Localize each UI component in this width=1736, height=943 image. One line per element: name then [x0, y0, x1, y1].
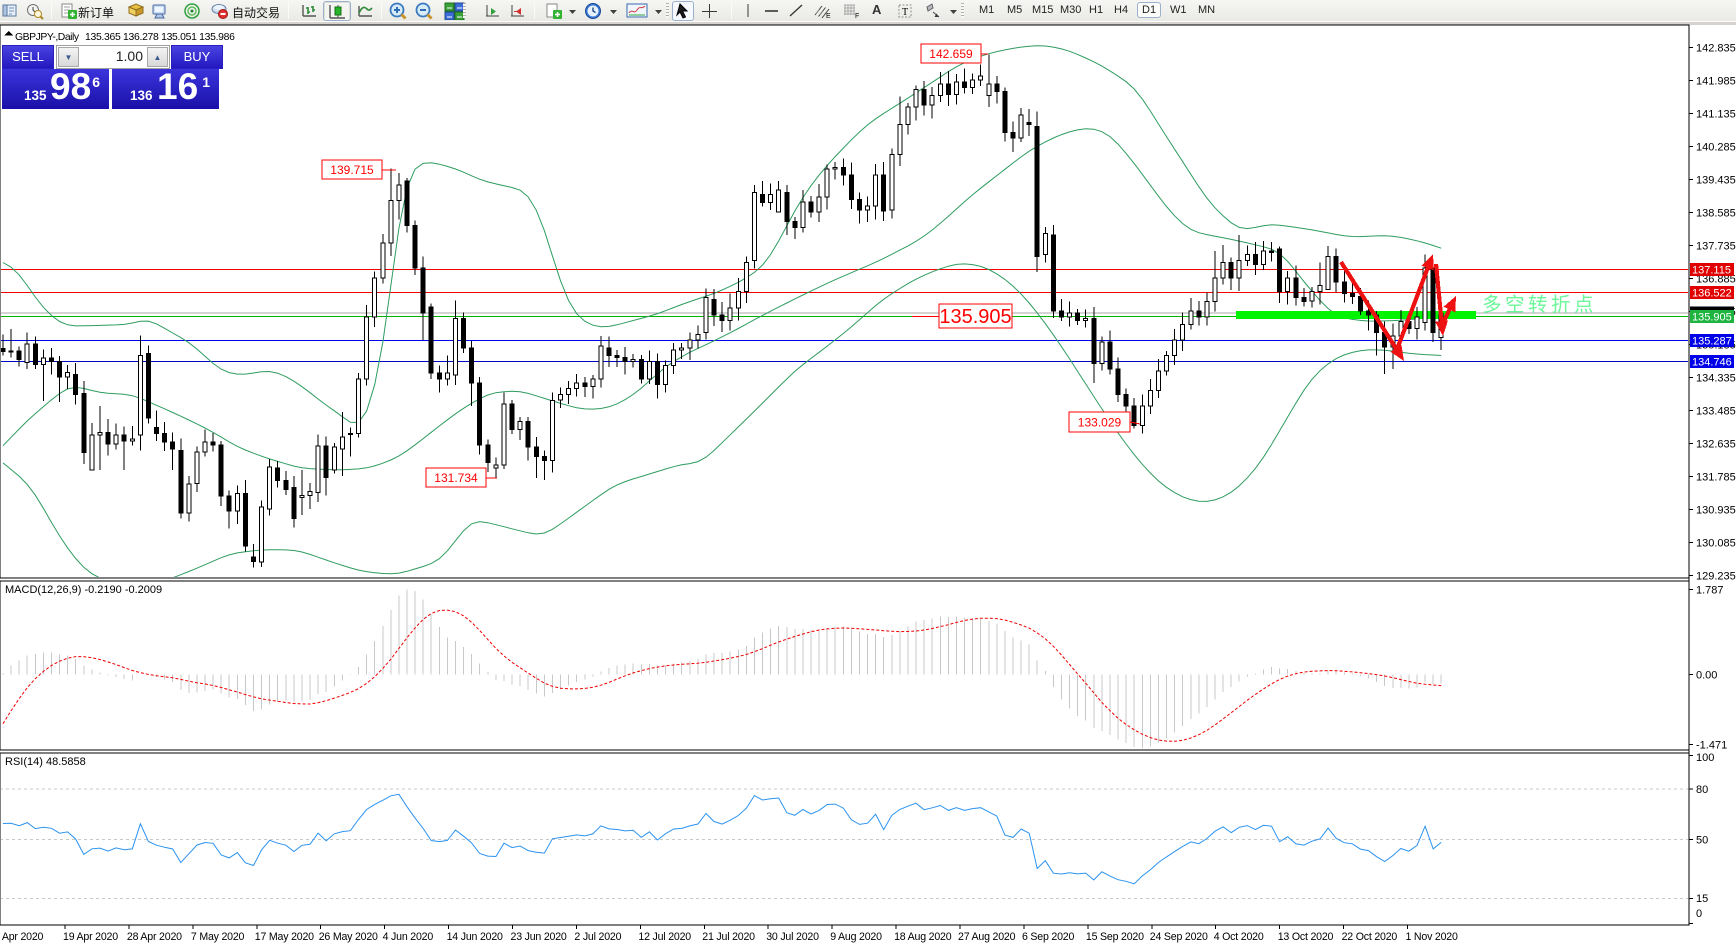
svg-text:18 Aug 2020: 18 Aug 2020 [894, 931, 952, 943]
svg-text:15 Sep 2020: 15 Sep 2020 [1086, 931, 1144, 943]
svg-text:137.735: 137.735 [1696, 241, 1736, 253]
svg-text:-1.471: -1.471 [1696, 739, 1727, 751]
svg-text:26 May 2020: 26 May 2020 [319, 931, 378, 943]
svg-text:133.485: 133.485 [1696, 406, 1736, 418]
svg-text:GBPJPY-,Daily: GBPJPY-,Daily [15, 32, 80, 43]
svg-text:50: 50 [1696, 835, 1708, 847]
svg-text:0: 0 [1696, 908, 1702, 920]
svg-text:134.335: 134.335 [1696, 373, 1736, 385]
svg-text:E: E [826, 13, 831, 20]
svg-text:136.885: 136.885 [1696, 274, 1736, 286]
svg-text:8 Apr 2020: 8 Apr 2020 [0, 931, 44, 943]
svg-text:1.787: 1.787 [1696, 585, 1724, 597]
svg-text:MACD(12,26,9) -0.2190 -0.2009: MACD(12,26,9) -0.2190 -0.2009 [5, 584, 162, 596]
svg-text:22 Oct 2020: 22 Oct 2020 [1342, 931, 1398, 943]
svg-text:24 Sep 2020: 24 Sep 2020 [1150, 931, 1208, 943]
svg-text:129.235: 129.235 [1696, 571, 1736, 583]
svg-text:23 Jun 2020: 23 Jun 2020 [511, 931, 567, 943]
svg-text:19 Apr 2020: 19 Apr 2020 [63, 931, 118, 943]
svg-text:30 Jul 2020: 30 Jul 2020 [766, 931, 819, 943]
svg-text:14 Jun 2020: 14 Jun 2020 [447, 931, 503, 943]
svg-text:21 Jul 2020: 21 Jul 2020 [702, 931, 755, 943]
svg-text:141.135: 141.135 [1696, 109, 1736, 121]
svg-text:4 Jun 2020: 4 Jun 2020 [383, 931, 434, 943]
svg-text:141.985: 141.985 [1696, 76, 1736, 88]
svg-text:F: F [855, 13, 859, 20]
svg-text:142.659: 142.659 [929, 47, 973, 61]
svg-text:13 Oct 2020: 13 Oct 2020 [1278, 931, 1334, 943]
svg-text:130.085: 130.085 [1696, 538, 1736, 550]
svg-text:9 Aug 2020: 9 Aug 2020 [830, 931, 882, 943]
svg-text:100: 100 [1696, 752, 1714, 764]
svg-text:12 Jul 2020: 12 Jul 2020 [638, 931, 691, 943]
svg-text:135.287: 135.287 [1692, 336, 1732, 348]
svg-text:多空转折点: 多空转折点 [1482, 294, 1597, 316]
svg-text:28 Apr 2020: 28 Apr 2020 [127, 931, 182, 943]
svg-text:RSI(14) 48.5858: RSI(14) 48.5858 [5, 756, 86, 768]
svg-text:139.715: 139.715 [330, 163, 374, 177]
svg-text:1 Nov 2020: 1 Nov 2020 [1406, 931, 1458, 943]
svg-text:135.905: 135.905 [939, 306, 1011, 328]
svg-text:T: T [902, 7, 908, 18]
svg-text:15: 15 [1696, 893, 1708, 905]
svg-text:133.029: 133.029 [1078, 415, 1122, 429]
svg-text:140.285: 140.285 [1696, 142, 1736, 154]
svg-text:134.746: 134.746 [1692, 357, 1732, 369]
svg-text:4 Oct 2020: 4 Oct 2020 [1214, 931, 1264, 943]
svg-text:132.635: 132.635 [1696, 439, 1736, 451]
svg-text:135.905: 135.905 [1692, 312, 1732, 324]
svg-text:0.00: 0.00 [1696, 670, 1717, 682]
svg-text:142.835: 142.835 [1696, 43, 1736, 55]
svg-text:131.734: 131.734 [434, 471, 478, 485]
svg-text:130.935: 130.935 [1696, 505, 1736, 517]
svg-text:131.785: 131.785 [1696, 472, 1736, 484]
svg-text:136.522: 136.522 [1692, 288, 1732, 300]
svg-text:139.435: 139.435 [1696, 175, 1736, 187]
svg-text:137.115: 137.115 [1692, 265, 1731, 277]
svg-text:6 Sep 2020: 6 Sep 2020 [1022, 931, 1075, 943]
svg-text:17 May 2020: 17 May 2020 [255, 931, 314, 943]
svg-text:2 Jul 2020: 2 Jul 2020 [574, 931, 621, 943]
svg-text:27 Aug 2020: 27 Aug 2020 [958, 931, 1016, 943]
svg-text:135.365 136.278 135.051 135.98: 135.365 136.278 135.051 135.986 [85, 32, 235, 43]
svg-text:80: 80 [1696, 784, 1708, 796]
svg-text:7 May 2020: 7 May 2020 [191, 931, 245, 943]
svg-text:138.585: 138.585 [1696, 208, 1736, 220]
